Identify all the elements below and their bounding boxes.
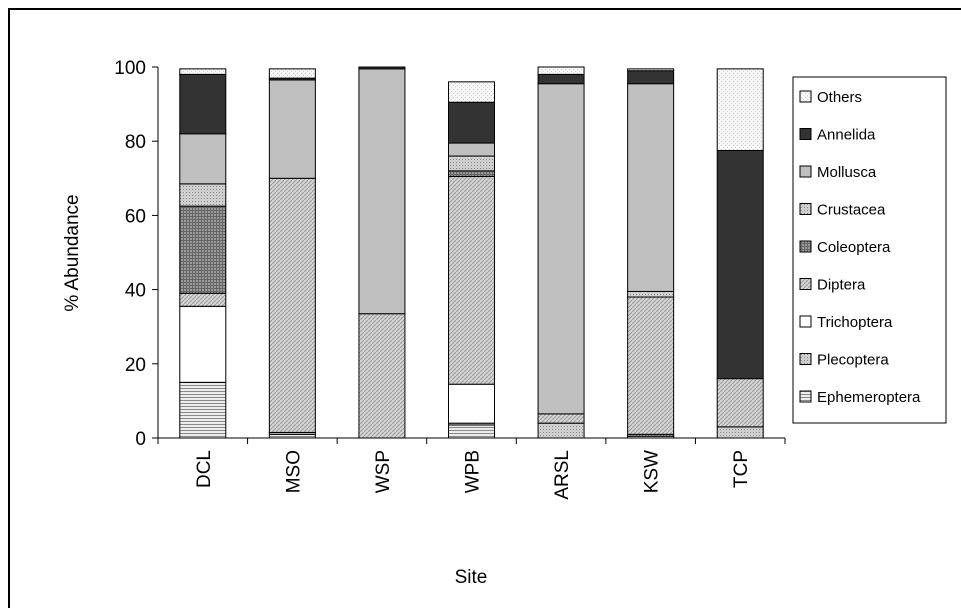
bar-segment <box>268 79 316 179</box>
bar-segment <box>179 183 227 207</box>
stacked-bar-chart: 0 20 40 60 80 100 DCL MSO WSP WPB ARSL KSW TCP % Abu… <box>62 58 947 588</box>
x-tick-label: WPB <box>463 450 484 493</box>
bar-segment <box>627 290 675 298</box>
x-tick-label: DCL <box>194 450 215 488</box>
bar-segment <box>179 381 227 439</box>
bar-segment <box>537 422 585 439</box>
chart-frame <box>8 8 961 608</box>
bar-segment <box>537 66 585 75</box>
legend-label: Mollusca <box>817 164 877 181</box>
y-tick-label: 100 <box>114 58 146 79</box>
legend-swatch <box>799 315 812 328</box>
legend-swatch <box>799 390 812 403</box>
bar-segment <box>448 424 495 439</box>
bar-segment <box>716 68 764 151</box>
legend-label: Trichoptera <box>817 314 893 331</box>
x-tick-label: MSO <box>283 450 304 493</box>
legend-swatch <box>799 128 812 140</box>
x-tick-label: KSW <box>642 450 663 493</box>
bar-segment <box>448 170 495 177</box>
bar-segment <box>448 155 495 172</box>
bar-segment <box>627 83 675 292</box>
bar-segment <box>627 296 675 435</box>
legend-label: Crustacea <box>817 202 886 219</box>
bar-segment <box>448 383 495 424</box>
legend-swatch <box>799 353 812 365</box>
bar-segment <box>448 175 495 385</box>
y-tick-label: 60 <box>125 206 146 227</box>
legend-swatch <box>799 203 812 215</box>
legend-label: Others <box>817 89 862 106</box>
bar-segment <box>448 142 495 157</box>
x-tick-label: WSP <box>373 450 394 493</box>
legend-swatch <box>799 278 812 290</box>
legend-swatch <box>799 90 812 103</box>
bar-segment <box>537 83 585 415</box>
y-tick-label: 20 <box>125 355 146 376</box>
x-axis-title: Site <box>455 567 488 588</box>
y-axis-title: % Abundance <box>62 194 83 311</box>
axes: 0 20 40 60 80 100 DCL MSO WSP WPB ARSL KSW TCP <box>114 58 786 500</box>
legend-label: Coleoptera <box>817 239 891 256</box>
legend-label: Diptera <box>817 277 866 294</box>
bar-segment <box>448 81 495 103</box>
x-tick-label: ARSL <box>552 450 573 500</box>
y-tick-label: 0 <box>135 429 146 450</box>
bar-segment <box>627 70 675 85</box>
y-tick-label: 40 <box>125 281 146 302</box>
y-tick-label: 80 <box>125 132 146 153</box>
bar-segment <box>179 68 227 75</box>
x-tick-label: TCP <box>731 450 752 488</box>
bar-segment <box>358 68 406 315</box>
bar-segment <box>358 313 406 439</box>
bar-segment <box>179 292 227 307</box>
bar-segment <box>716 426 764 439</box>
legend-label: Annelida <box>817 127 876 144</box>
bar-segment <box>179 73 227 135</box>
bar-segment <box>179 133 227 185</box>
bars <box>179 66 764 439</box>
bar-segment <box>716 149 764 380</box>
bar-segment <box>358 66 406 70</box>
legend-label: Ephemeroptera <box>817 389 921 406</box>
legend-label: Plecoptera <box>817 352 889 369</box>
bar-segment <box>448 101 495 144</box>
legend: Others Annelida Mollusca Crustacea Coleopter… <box>792 76 947 424</box>
bar-segment <box>268 433 316 439</box>
bar-segment <box>716 378 764 428</box>
legend-swatch <box>799 240 812 253</box>
legend-swatch <box>799 165 812 178</box>
bar-segment <box>627 68 675 72</box>
bar-segment <box>179 205 227 294</box>
bar-segment <box>268 177 316 433</box>
bar-segment <box>537 413 585 424</box>
bar-segment <box>537 73 585 85</box>
bar-segment <box>179 305 227 383</box>
legend-box <box>792 76 947 424</box>
bar-segment <box>268 68 316 79</box>
